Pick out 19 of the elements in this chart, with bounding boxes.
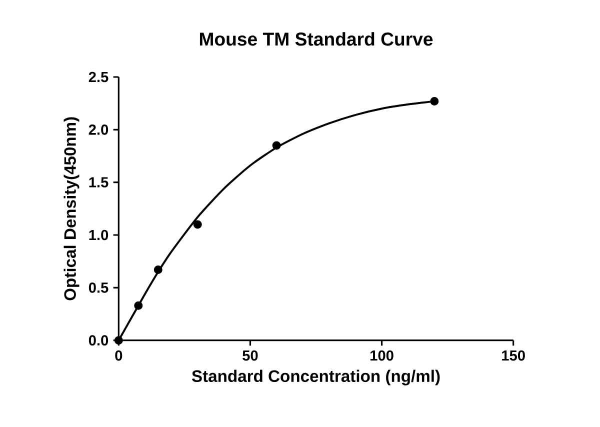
point (193, 220, 202, 229)
y-tick-label: 2.5 (88, 72, 108, 82)
y-tick-label: 0.0 (88, 335, 108, 346)
x-tick-label: 50 (242, 350, 258, 361)
point (154, 266, 162, 274)
y-tick-label: 1.5 (89, 177, 108, 188)
y-tick-label: 0.5 (88, 282, 108, 293)
x-tick-label: 100 (370, 350, 394, 361)
point (114, 336, 123, 345)
x-tick-label: 150 (502, 350, 525, 361)
point (430, 96, 439, 106)
x-tick-label: 0 (115, 350, 122, 361)
point (134, 301, 143, 310)
y-tick-label: 1.0 (89, 230, 108, 240)
x-axis-title: Standard Concentration (ng/ml) (192, 370, 440, 386)
y-tick-label: 2.0 (88, 124, 108, 135)
y-axis-title: Optical Density(450nm) (64, 117, 80, 300)
chart-title: Mouse TM Standard Curve (200, 32, 433, 46)
point (272, 141, 281, 150)
